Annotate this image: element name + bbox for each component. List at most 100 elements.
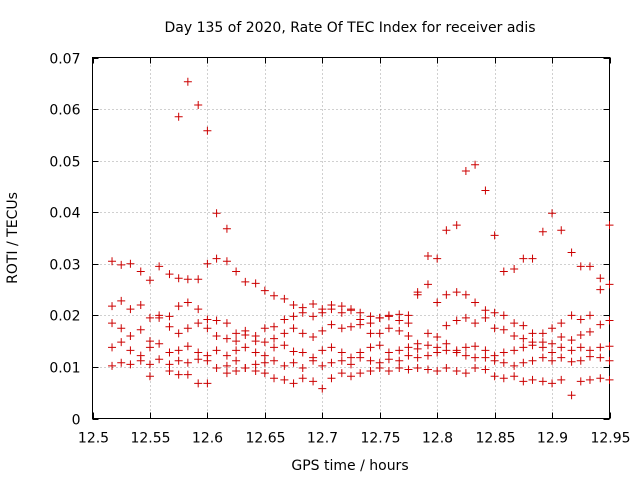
data-point [461,166,470,175]
data-point [384,367,393,376]
data-point [222,224,231,233]
data-point [538,343,547,352]
data-point [423,252,432,261]
data-point [280,361,289,370]
data-point [145,276,154,285]
data-point [318,326,327,335]
data-point [404,343,413,352]
data-point [548,379,557,388]
data-point [538,227,547,236]
data-point [309,377,318,386]
data-point [232,367,241,376]
data-point [183,77,192,86]
data-point [165,360,174,369]
chart-title: Day 135 of 2020, Rate Of TEC Index for r… [164,20,535,36]
data-point [108,319,117,328]
data-point [384,324,393,333]
data-point [366,329,375,338]
data-point [251,367,260,376]
data-point [413,290,422,299]
data-point [222,369,231,378]
data-point [327,343,336,352]
data-point [585,262,594,271]
data-point [280,329,289,338]
data-point [260,369,269,378]
data-point [260,338,269,347]
data-point [174,346,183,355]
data-point [442,339,451,348]
data-point [471,160,480,169]
data-point [528,375,537,384]
data-point [567,248,576,257]
data-point [585,375,594,384]
data-point [289,379,298,388]
data-point [280,341,289,350]
data-point [395,346,404,355]
data-point [384,311,393,320]
data-point [557,375,566,384]
data-point [471,353,480,362]
data-point [203,379,212,388]
data-point [126,259,135,268]
data-point [117,338,126,347]
data-point [165,312,174,321]
data-point [232,337,241,346]
data-point [136,301,145,310]
data-point [183,298,192,307]
data-point [212,209,221,218]
data-point [576,330,585,339]
data-point [442,290,451,299]
data-point [490,356,499,365]
data-point [145,360,154,369]
data-point [145,372,154,381]
x-tick-label: 12.5 [78,431,109,447]
data-point [251,348,260,357]
data-point [145,343,154,352]
data-point [270,356,279,365]
data-point [165,367,174,376]
data-point [567,391,576,400]
data-point [318,384,327,393]
data-point [298,363,307,372]
data-point [194,348,203,357]
data-point [280,375,289,384]
data-point [519,254,528,263]
data-point [270,343,279,352]
data-point [423,280,432,289]
data-point [404,319,413,328]
data-point [442,321,451,330]
data-point [203,259,212,268]
data-point [318,308,327,317]
data-point [404,331,413,340]
data-point [499,358,508,367]
data-point [194,275,203,284]
x-axis-label: GPS time / hours [291,458,408,474]
data-point [519,334,528,343]
data-point [183,324,192,333]
data-point [605,342,614,351]
data-point [548,339,557,348]
data-point [366,312,375,321]
data-point [519,358,528,367]
data-point [490,308,499,317]
data-point [481,353,490,362]
data-point [576,315,585,324]
data-point [605,280,614,289]
data-point [605,375,614,384]
data-point [528,329,537,338]
data-point [337,302,346,311]
data-point [596,285,605,294]
y-tick-label: 0.02 [49,309,80,325]
data-point [356,308,365,317]
data-point [519,321,528,330]
x-tick-label: 12.7 [307,431,338,447]
data-point [270,322,279,331]
data-point [433,348,442,357]
data-point [481,346,490,355]
data-point [567,346,576,355]
data-point [510,346,519,355]
data-point [481,306,490,315]
data-point [528,356,537,365]
data-point [298,329,307,338]
